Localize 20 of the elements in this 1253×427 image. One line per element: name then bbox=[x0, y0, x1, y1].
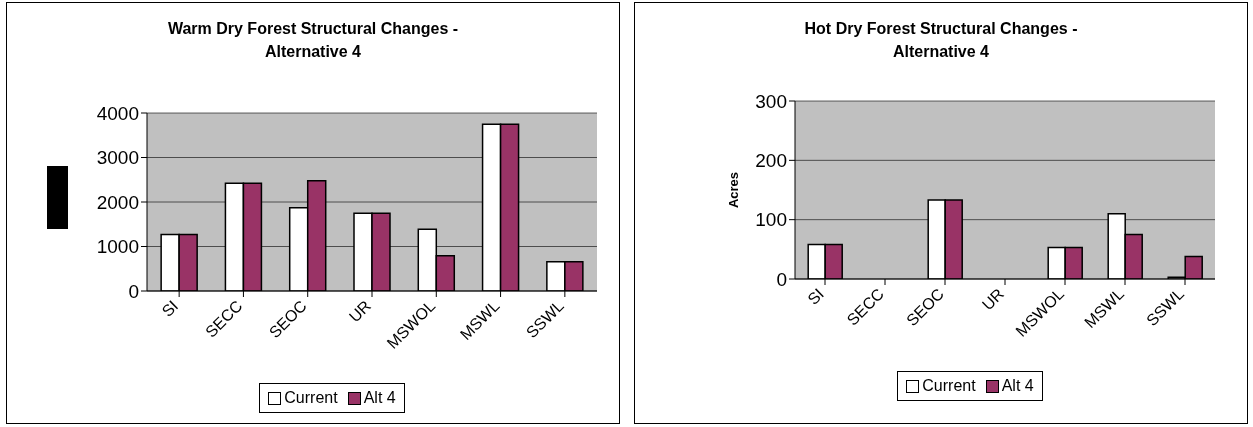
y-tick-label: 300 bbox=[755, 90, 787, 112]
x-tick-label: UR bbox=[978, 285, 1008, 314]
legend-label: Current bbox=[283, 389, 338, 407]
y-tick-label: 4000 bbox=[96, 102, 139, 124]
y-tick-label: 0 bbox=[776, 268, 787, 290]
y-tick-label: 200 bbox=[755, 150, 787, 172]
y-tick-label: 2000 bbox=[96, 191, 139, 213]
x-tick-label: SI bbox=[158, 297, 182, 320]
y-tick-label: 100 bbox=[755, 209, 787, 231]
x-tick-label: SI bbox=[804, 285, 828, 308]
y-tick-label: 1000 bbox=[96, 236, 139, 258]
y-axis-title: Acres bbox=[725, 171, 741, 209]
chart-title: Hot Dry Forest Structural Changes - Alternative 4 bbox=[803, 19, 1079, 62]
y-tick-label: 0 bbox=[128, 280, 139, 302]
chart-title: Warm Dry Forest Structural Changes - Alternative 4 bbox=[166, 19, 460, 62]
legend-label: Current bbox=[921, 377, 976, 395]
legend-label: Alt 4 bbox=[1000, 377, 1034, 395]
legend-label: Alt 4 bbox=[362, 389, 396, 407]
y-tick-label: 3000 bbox=[96, 147, 139, 169]
x-tick-label: UR bbox=[345, 297, 375, 326]
